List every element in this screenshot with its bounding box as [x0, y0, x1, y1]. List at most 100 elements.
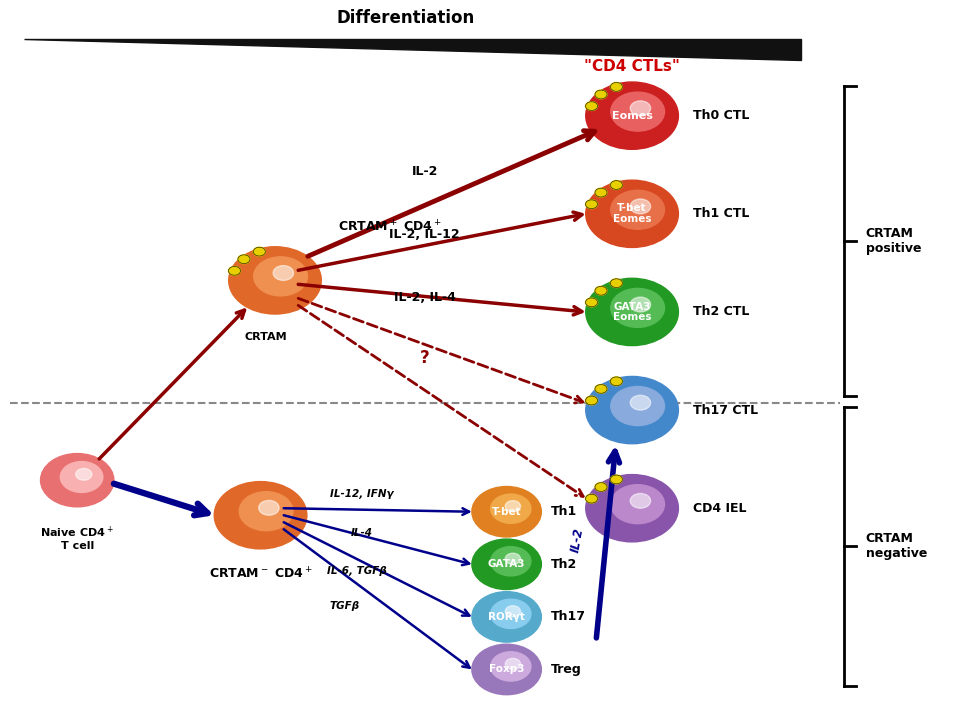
Circle shape [630, 395, 650, 410]
Text: T-bet
Eomes: T-bet Eomes [613, 203, 651, 224]
Text: IL-12, IFNγ: IL-12, IFNγ [330, 489, 394, 499]
FancyArrowPatch shape [298, 306, 583, 496]
Circle shape [586, 102, 597, 111]
Circle shape [254, 247, 265, 256]
Circle shape [490, 652, 531, 681]
Text: Differentiation: Differentiation [336, 8, 475, 27]
FancyArrowPatch shape [298, 299, 583, 403]
Circle shape [490, 494, 531, 524]
Text: Foxp3: Foxp3 [489, 665, 524, 674]
Circle shape [214, 482, 307, 549]
FancyArrowPatch shape [284, 522, 469, 615]
Circle shape [254, 257, 308, 296]
Circle shape [506, 501, 520, 512]
FancyArrowPatch shape [308, 130, 594, 257]
FancyArrowPatch shape [99, 310, 244, 459]
Circle shape [630, 494, 650, 508]
Circle shape [238, 255, 250, 264]
Circle shape [472, 486, 541, 537]
Text: IL-6, TGFβ: IL-6, TGFβ [327, 566, 387, 576]
Text: GATA3
Eomes: GATA3 Eomes [613, 301, 651, 322]
Circle shape [586, 396, 597, 405]
Circle shape [611, 83, 622, 91]
Text: Th2 CTL: Th2 CTL [693, 306, 749, 318]
Circle shape [611, 279, 622, 287]
Text: RORγt: RORγt [488, 612, 525, 622]
Circle shape [611, 377, 622, 386]
Circle shape [630, 199, 650, 214]
Text: CRTAM
negative: CRTAM negative [866, 532, 927, 560]
Text: Th0 CTL: Th0 CTL [693, 109, 749, 122]
Circle shape [595, 189, 607, 197]
Text: ?: ? [420, 348, 429, 367]
Circle shape [595, 90, 607, 99]
Circle shape [229, 247, 321, 314]
Text: Th1: Th1 [551, 505, 577, 518]
Circle shape [472, 539, 541, 590]
Circle shape [611, 92, 665, 131]
Circle shape [611, 386, 665, 426]
Text: CD4 IEL: CD4 IEL [693, 502, 746, 515]
Text: CRTAM
positive: CRTAM positive [866, 227, 922, 254]
Text: IL-2, IL-4: IL-2, IL-4 [394, 292, 455, 304]
Text: Treg: Treg [551, 663, 582, 676]
Polygon shape [24, 39, 801, 60]
FancyArrowPatch shape [284, 508, 469, 515]
Circle shape [611, 181, 622, 189]
Circle shape [611, 475, 622, 484]
Circle shape [586, 376, 678, 444]
Circle shape [61, 461, 103, 492]
Text: TGFβ: TGFβ [329, 601, 360, 611]
Circle shape [611, 484, 665, 524]
Circle shape [586, 200, 597, 209]
Text: IL-2: IL-2 [411, 165, 438, 178]
Circle shape [586, 494, 597, 503]
Circle shape [586, 278, 678, 346]
FancyArrowPatch shape [298, 212, 582, 271]
Text: IL-2, IL-12: IL-2, IL-12 [389, 229, 460, 241]
Text: "CD4 CTLs": "CD4 CTLs" [584, 59, 680, 74]
Circle shape [595, 483, 607, 491]
Circle shape [586, 82, 678, 149]
Circle shape [472, 644, 541, 695]
Circle shape [259, 501, 279, 515]
Text: Th2: Th2 [551, 558, 577, 571]
Text: Eomes: Eomes [612, 111, 652, 121]
Circle shape [41, 454, 114, 507]
Text: IL-4: IL-4 [351, 528, 372, 538]
Text: Naive CD4$^+$
T cell: Naive CD4$^+$ T cell [41, 524, 114, 551]
Circle shape [586, 298, 597, 307]
Circle shape [586, 475, 678, 542]
Text: CRTAM: CRTAM [244, 332, 287, 341]
Circle shape [239, 491, 293, 531]
Text: Th17: Th17 [551, 611, 586, 623]
Circle shape [490, 547, 531, 576]
Text: Th1 CTL: Th1 CTL [693, 207, 749, 220]
Circle shape [586, 180, 678, 247]
Circle shape [273, 266, 293, 280]
FancyArrowPatch shape [284, 515, 469, 565]
Circle shape [595, 287, 607, 295]
Circle shape [506, 658, 520, 669]
Text: T-bet: T-bet [492, 507, 521, 517]
Text: GATA3: GATA3 [488, 559, 525, 569]
Circle shape [506, 553, 520, 564]
Text: IL-2: IL-2 [568, 526, 586, 553]
Circle shape [75, 468, 92, 480]
Circle shape [506, 606, 520, 617]
Circle shape [490, 599, 531, 629]
Circle shape [229, 266, 240, 275]
Circle shape [630, 297, 650, 312]
Text: CRTAM$^+$ CD4$^+$: CRTAM$^+$ CD4$^+$ [338, 219, 441, 235]
FancyArrowPatch shape [284, 529, 470, 668]
Circle shape [630, 101, 650, 116]
FancyArrowPatch shape [298, 285, 582, 315]
Circle shape [595, 385, 607, 393]
Circle shape [611, 288, 665, 327]
Text: CRTAM$^-$ CD4$^+$: CRTAM$^-$ CD4$^+$ [208, 566, 313, 582]
Circle shape [611, 190, 665, 229]
FancyArrowPatch shape [596, 451, 620, 638]
Text: Th17 CTL: Th17 CTL [693, 404, 758, 416]
Circle shape [472, 592, 541, 642]
FancyArrowPatch shape [114, 484, 207, 515]
